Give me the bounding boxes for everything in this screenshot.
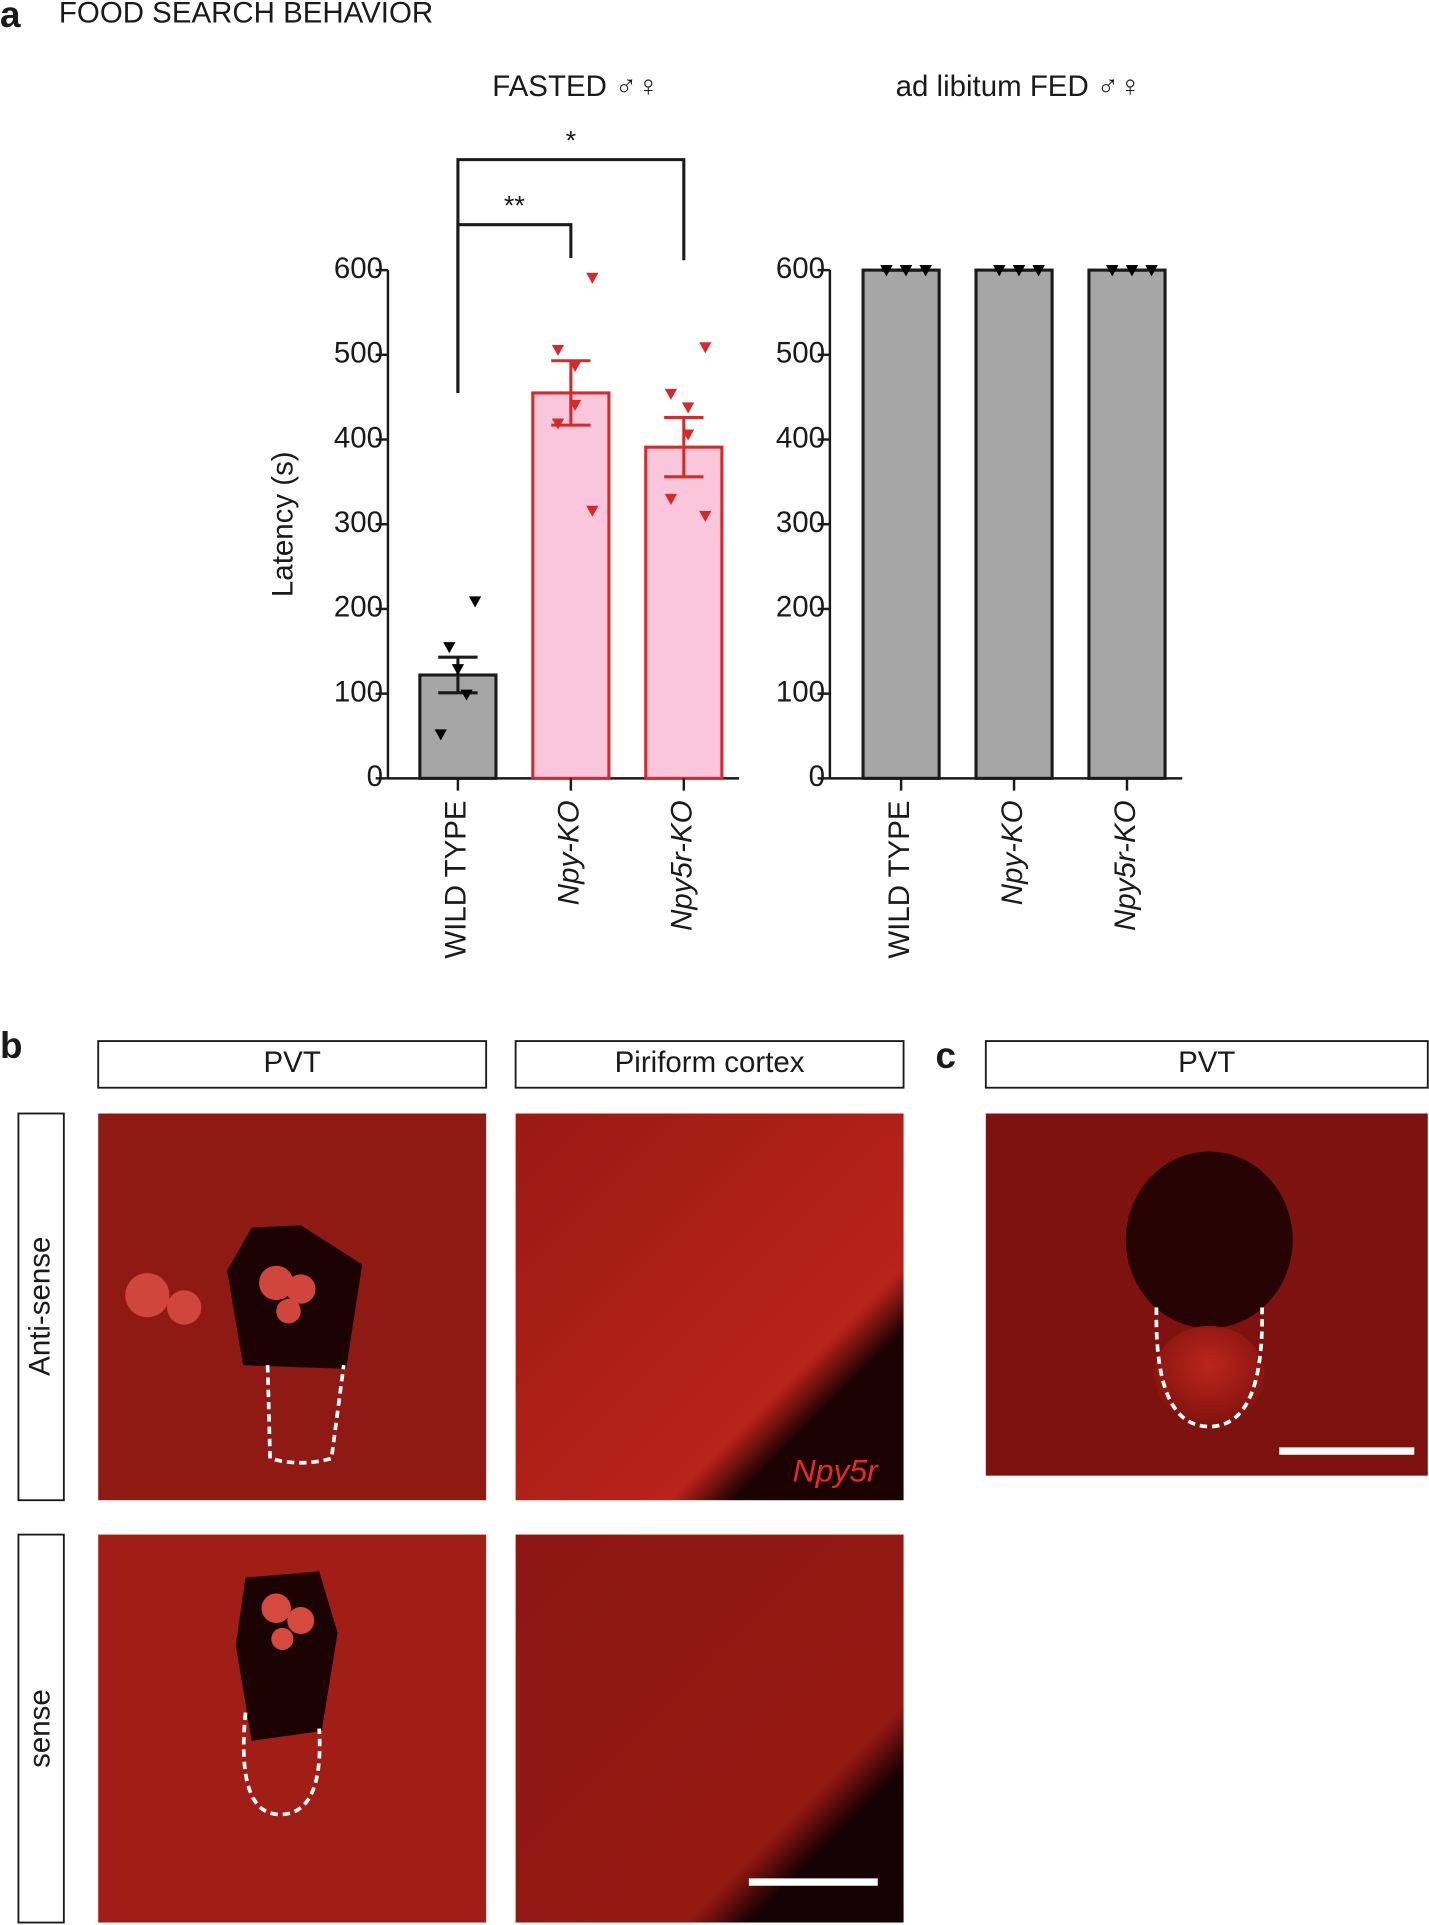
data-point [899, 265, 913, 277]
chart-title: FASTED ♂♀ [492, 70, 659, 103]
data-point [586, 272, 599, 284]
x-tick-label: Npy5r-KO [666, 800, 699, 930]
bar [1087, 268, 1167, 780]
data-point [1145, 265, 1158, 277]
data-point [699, 342, 712, 354]
column-header: PVT [264, 1046, 321, 1079]
data-point [569, 399, 582, 411]
gene-label: Npy5r [793, 1453, 879, 1489]
data-point [681, 402, 695, 414]
bar [974, 268, 1054, 780]
y-tick-label: 200 [334, 591, 383, 624]
y-tick-label: 200 [776, 591, 825, 624]
y-tick-label: 0 [809, 760, 825, 793]
header-boxes [17, 1040, 1429, 1924]
chart-title: ad libitum FED ♂♀ [896, 70, 1142, 103]
y-tick-label: 300 [334, 506, 383, 539]
data-point [699, 510, 712, 522]
panel-label: c [935, 1035, 955, 1076]
data-point [664, 388, 678, 400]
data-point [664, 493, 678, 505]
y-tick-label: 100 [776, 675, 825, 708]
y-tick-label: 0 [367, 760, 383, 793]
row-header: sense [24, 1689, 57, 1768]
bar [644, 445, 724, 780]
data-point [586, 505, 599, 517]
bar [531, 391, 611, 780]
x-tick-label: WILD TYPE [440, 800, 473, 958]
x-tick-label: WILD TYPE [883, 800, 916, 958]
data-point [451, 664, 465, 676]
x-tick-label: Npy5r-KO [1109, 800, 1142, 930]
column-header: PVT [1178, 1046, 1235, 1079]
heading: FOOD SEARCH BEHAVIOR [59, 0, 433, 30]
x-tick-label: Npy-KO [996, 800, 1029, 905]
significance-label: * [566, 126, 577, 156]
data-point [443, 642, 456, 654]
significance-bracket [456, 223, 573, 393]
data-point [919, 265, 932, 277]
y-tick-label: 400 [776, 421, 825, 454]
data-point [993, 265, 1006, 277]
data-point [1125, 265, 1139, 277]
micrographs: Npy5r [98, 1113, 1428, 1923]
data-point [681, 429, 695, 441]
y-tick-label: 400 [334, 421, 383, 454]
data-point [1032, 265, 1045, 277]
data-point [1012, 265, 1026, 277]
y-tick-label: 300 [776, 506, 825, 539]
bar [861, 268, 941, 780]
error-bar [664, 415, 704, 479]
column-header: Piriform cortex [615, 1046, 805, 1079]
y-tick-label: 600 [334, 252, 383, 285]
data-point [468, 596, 482, 608]
y-tick-label: 100 [334, 675, 383, 708]
y-tick-label: 600 [776, 252, 825, 285]
panel-label: a [0, 0, 21, 35]
data-point [460, 689, 473, 701]
y-tick-label: 500 [776, 337, 825, 370]
y-axis-label: Latency (s) [267, 451, 300, 597]
data-point [1106, 265, 1119, 277]
data-point [551, 418, 565, 430]
data-point [551, 344, 565, 356]
data-point [569, 360, 582, 372]
significance-bracket [456, 158, 686, 393]
y-tick-label: 500 [334, 337, 383, 370]
panel-label: b [0, 1025, 23, 1066]
data-point [880, 265, 893, 277]
x-tick-label: Npy-KO [553, 800, 586, 905]
significance-label: ** [504, 191, 526, 221]
data-point [434, 729, 447, 741]
row-header: Anti-sense [24, 1237, 57, 1376]
